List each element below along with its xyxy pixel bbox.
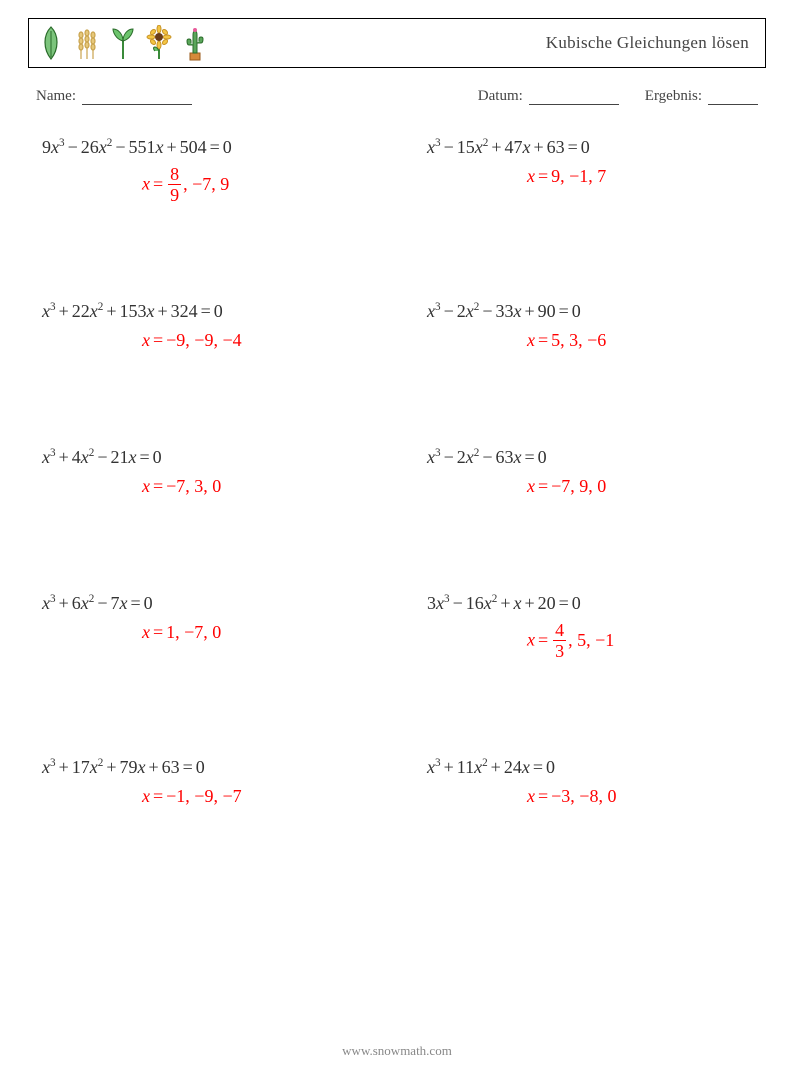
equation: x3+11x2+24x=0 — [427, 757, 752, 778]
problem: x3+22x2+153x+324=0 x=−9, −9, −4 — [42, 301, 367, 351]
answer: x=−7, 3, 0 — [42, 476, 367, 497]
problem: x3+6x2−7x=0 x=1, −7, 0 — [42, 593, 367, 661]
footer-link: www.snowmath.com — [0, 1043, 794, 1059]
problems-grid: 9x3−26x2−551x+504=0 x=89, −7, 9 x3−15x2+47… — [42, 137, 752, 807]
date-label: Datum: — [478, 88, 523, 105]
result-blank — [708, 88, 758, 105]
date-blank — [529, 88, 619, 105]
answer: x=43, 5, −1 — [427, 622, 752, 661]
answer: x=−3, −8, 0 — [427, 786, 752, 807]
equation: x3+4x2−21x=0 — [42, 447, 367, 468]
problem: x3−2x2−33x+90=0 x=5, 3, −6 — [427, 301, 752, 351]
answer: x=1, −7, 0 — [42, 622, 367, 643]
name-label: Name: — [36, 88, 76, 105]
wheat-icon — [73, 25, 101, 61]
problem: x3+11x2+24x=0 x=−3, −8, 0 — [427, 757, 752, 807]
answer: x=9, −1, 7 — [427, 166, 752, 187]
sunflower-icon — [145, 25, 173, 61]
problem: x3−2x2−63x=0 x=−7, 9, 0 — [427, 447, 752, 497]
equation: 3x3−16x2+x+20=0 — [427, 593, 752, 614]
answer: x=89, −7, 9 — [42, 166, 367, 205]
header: Kubische Gleichungen lösen — [28, 18, 766, 68]
leaf-icon — [37, 25, 65, 61]
worksheet-title: Kubische Gleichungen lösen — [546, 33, 749, 53]
equation: x3−2x2−63x=0 — [427, 447, 752, 468]
icon-row — [37, 25, 209, 61]
problem: 9x3−26x2−551x+504=0 x=89, −7, 9 — [42, 137, 367, 205]
problem: x3+17x2+79x+63=0 x=−1, −9, −7 — [42, 757, 367, 807]
result-label: Ergebnis: — [645, 88, 702, 105]
equation: x3+17x2+79x+63=0 — [42, 757, 367, 778]
problem: 3x3−16x2+x+20=0 x=43, 5, −1 — [427, 593, 752, 661]
answer: x=−1, −9, −7 — [42, 786, 367, 807]
answer: x=−7, 9, 0 — [427, 476, 752, 497]
equation: x3+6x2−7x=0 — [42, 593, 367, 614]
answer: x=5, 3, −6 — [427, 330, 752, 351]
equation: x3−15x2+47x+63=0 — [427, 137, 752, 158]
cactus-icon — [181, 25, 209, 61]
equation: x3−2x2−33x+90=0 — [427, 301, 752, 322]
sprout-icon — [109, 25, 137, 61]
equation: x3+22x2+153x+324=0 — [42, 301, 367, 322]
meta-row: Name: Datum: Ergebnis: — [36, 88, 758, 105]
problem: x3−15x2+47x+63=0 x=9, −1, 7 — [427, 137, 752, 205]
name-blank — [82, 88, 192, 105]
equation: 9x3−26x2−551x+504=0 — [42, 137, 367, 158]
problem: x3+4x2−21x=0 x=−7, 3, 0 — [42, 447, 367, 497]
answer: x=−9, −9, −4 — [42, 330, 367, 351]
